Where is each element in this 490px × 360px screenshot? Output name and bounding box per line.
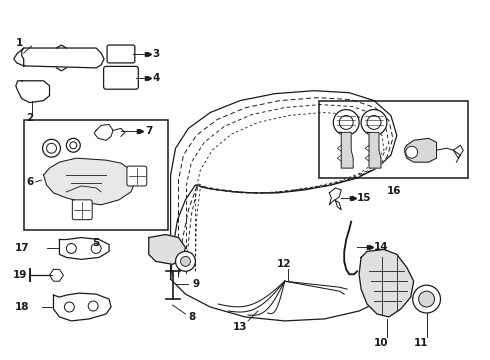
Text: 4: 4 <box>153 73 160 83</box>
Text: 12: 12 <box>276 259 291 269</box>
Text: 16: 16 <box>387 186 401 196</box>
Text: 2: 2 <box>26 113 33 123</box>
FancyBboxPatch shape <box>127 166 147 186</box>
Circle shape <box>367 116 381 129</box>
Circle shape <box>70 142 77 149</box>
Text: 15: 15 <box>357 193 371 203</box>
Text: 3: 3 <box>153 49 160 59</box>
Polygon shape <box>44 158 136 205</box>
FancyBboxPatch shape <box>107 45 135 63</box>
Text: 10: 10 <box>374 338 388 348</box>
Circle shape <box>361 109 387 135</box>
Circle shape <box>406 146 417 158</box>
FancyBboxPatch shape <box>103 66 138 89</box>
Text: 14: 14 <box>374 243 389 252</box>
Polygon shape <box>53 293 111 321</box>
Polygon shape <box>22 48 104 68</box>
Polygon shape <box>339 132 353 168</box>
Circle shape <box>339 116 353 129</box>
Circle shape <box>413 285 441 313</box>
Circle shape <box>175 251 196 271</box>
Text: 19: 19 <box>13 270 27 280</box>
Polygon shape <box>49 269 63 281</box>
Circle shape <box>47 143 56 153</box>
Circle shape <box>180 256 191 266</box>
Circle shape <box>64 302 74 312</box>
Circle shape <box>66 138 80 152</box>
Bar <box>24 121 168 230</box>
Circle shape <box>333 109 359 135</box>
Text: 8: 8 <box>189 312 196 322</box>
Text: 18: 18 <box>15 302 29 312</box>
Text: 5: 5 <box>92 238 99 248</box>
Circle shape <box>88 301 98 311</box>
Polygon shape <box>16 81 49 103</box>
FancyBboxPatch shape <box>73 200 92 220</box>
Polygon shape <box>149 235 185 264</box>
Text: 9: 9 <box>193 279 199 289</box>
Polygon shape <box>59 238 109 260</box>
Text: 13: 13 <box>233 322 247 332</box>
Bar <box>319 100 468 178</box>
Circle shape <box>43 139 60 157</box>
Text: 7: 7 <box>145 126 152 136</box>
Text: 11: 11 <box>414 338 428 348</box>
Circle shape <box>91 243 101 253</box>
Circle shape <box>418 291 435 307</box>
Text: 6: 6 <box>26 177 33 187</box>
Polygon shape <box>359 249 414 317</box>
Text: 17: 17 <box>14 243 29 253</box>
Text: 1: 1 <box>16 38 24 48</box>
Polygon shape <box>405 138 437 162</box>
Circle shape <box>66 243 76 253</box>
Polygon shape <box>94 125 113 140</box>
Polygon shape <box>367 132 381 168</box>
Polygon shape <box>329 188 341 210</box>
